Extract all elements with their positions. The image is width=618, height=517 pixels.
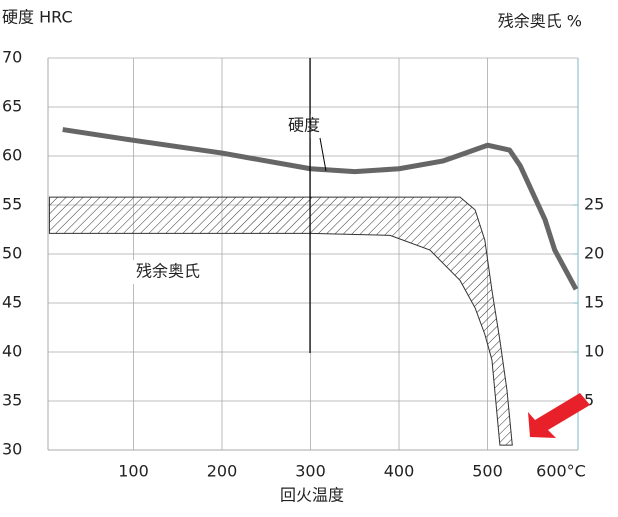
x-axis-label: 回火温度	[280, 486, 344, 505]
leader-line	[319, 137, 327, 172]
y-tick-label: 40	[2, 342, 22, 361]
x-tick-label: 300	[295, 462, 326, 481]
x-tick-label: 600°C	[536, 462, 586, 481]
y-tick-label: 50	[2, 244, 22, 263]
y-tick-label: 30	[2, 440, 22, 459]
label-bg	[128, 260, 220, 284]
y-tick-label: 65	[2, 97, 22, 116]
series-label: 残余奥氏	[136, 262, 200, 281]
y2-axis-label: 残余奥氏 %	[498, 12, 582, 31]
y-tick-label: 35	[2, 391, 22, 410]
x-tick-label: 200	[207, 462, 238, 481]
x-tick-label: 500	[472, 462, 503, 481]
y-tick-label: 55	[2, 195, 22, 214]
y2-tick-label: 10	[584, 342, 604, 361]
label-bg	[284, 114, 334, 138]
y-tick-label: 45	[2, 293, 22, 312]
hardness-line	[62, 127, 579, 291]
y2-tick-label: 15	[584, 293, 604, 312]
y2-tick-label: 25	[584, 195, 604, 214]
grid: 30 35 40 45 50 55 60 65 70 5 10 15 20 25 100 200 300 400 5…	[2, 48, 604, 481]
y-axis-label: 硬度 HRC	[2, 8, 73, 27]
y2-tick-label: 5	[584, 391, 594, 410]
y2-tick-label: 20	[584, 244, 604, 263]
red-arrow	[528, 393, 590, 438]
x-tick-label: 100	[118, 462, 149, 481]
y-tick-label: 70	[2, 48, 22, 67]
y-tick-label: 60	[2, 146, 22, 165]
x-tick-label: 400	[384, 462, 415, 481]
series-label: 硬度	[288, 116, 320, 135]
austenite-band	[48, 196, 513, 446]
